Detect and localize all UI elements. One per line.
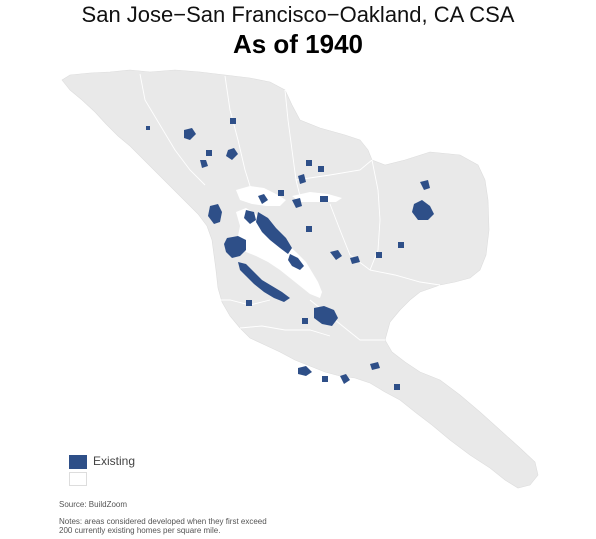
developed-area-modesto [398,242,404,248]
sf-bay [236,208,322,298]
notes: Notes: areas considered developed when t… [59,517,319,535]
developed-area-hayward [288,254,304,270]
developed-area-pittsburg [320,196,328,202]
county-boundaries [139,73,441,341]
developed-area-petaluma [200,160,208,168]
developed-area-vallejo [258,194,268,204]
developed-area-concord [306,226,312,232]
developed-areas [146,118,434,390]
developed-area-sonoma [206,150,212,156]
developed-area-woodland [318,166,324,172]
developed-area-santa-rosa [184,128,196,140]
developed-area-benicia [278,190,284,196]
developed-area-livermore [350,256,360,264]
developed-area-fairfield [298,174,306,184]
developed-area-san-jose [314,306,338,326]
developed-area-watsonville [322,376,328,382]
developed-area-marin [208,204,222,224]
developed-area-martinez [292,198,302,208]
developed-area-napa [226,148,238,160]
developed-area-clearlake [230,118,236,124]
developed-area-gilroy [340,374,350,384]
map-title: San Jose−San Francisco−Oakland, CA CSA [81,2,515,27]
developed-area-salinas [394,384,400,390]
developed-area-half-moon [246,300,252,306]
suisun-bay [292,192,342,202]
developed-area-oakland [256,212,292,254]
developed-area-monterey [370,362,380,370]
developed-area-sf [224,236,246,258]
developed-area-vacaville [306,160,312,166]
notes-line-2: 200 currently existing homes per square … [59,526,221,535]
developed-area-richmond [244,210,256,224]
developed-area-mountain-view [302,318,308,324]
notes-line-1: Notes: areas considered developed when t… [59,517,267,526]
developed-area-santa-cruz [298,366,312,376]
legend-swatch-existing [69,455,87,469]
developed-area-antioch [330,250,342,260]
map-subtitle: As of 1940 [232,29,364,59]
developed-area-stockton [412,200,434,220]
legend-swatch-blank [69,472,87,486]
legend-label-existing: Existing [93,454,136,468]
developed-area-ukiah [146,126,150,130]
developed-area-tracy [376,252,382,258]
source-note: Source: BuildZoom [59,500,128,509]
developed-area-peninsula [238,262,290,302]
developed-area-lodi [420,180,430,190]
